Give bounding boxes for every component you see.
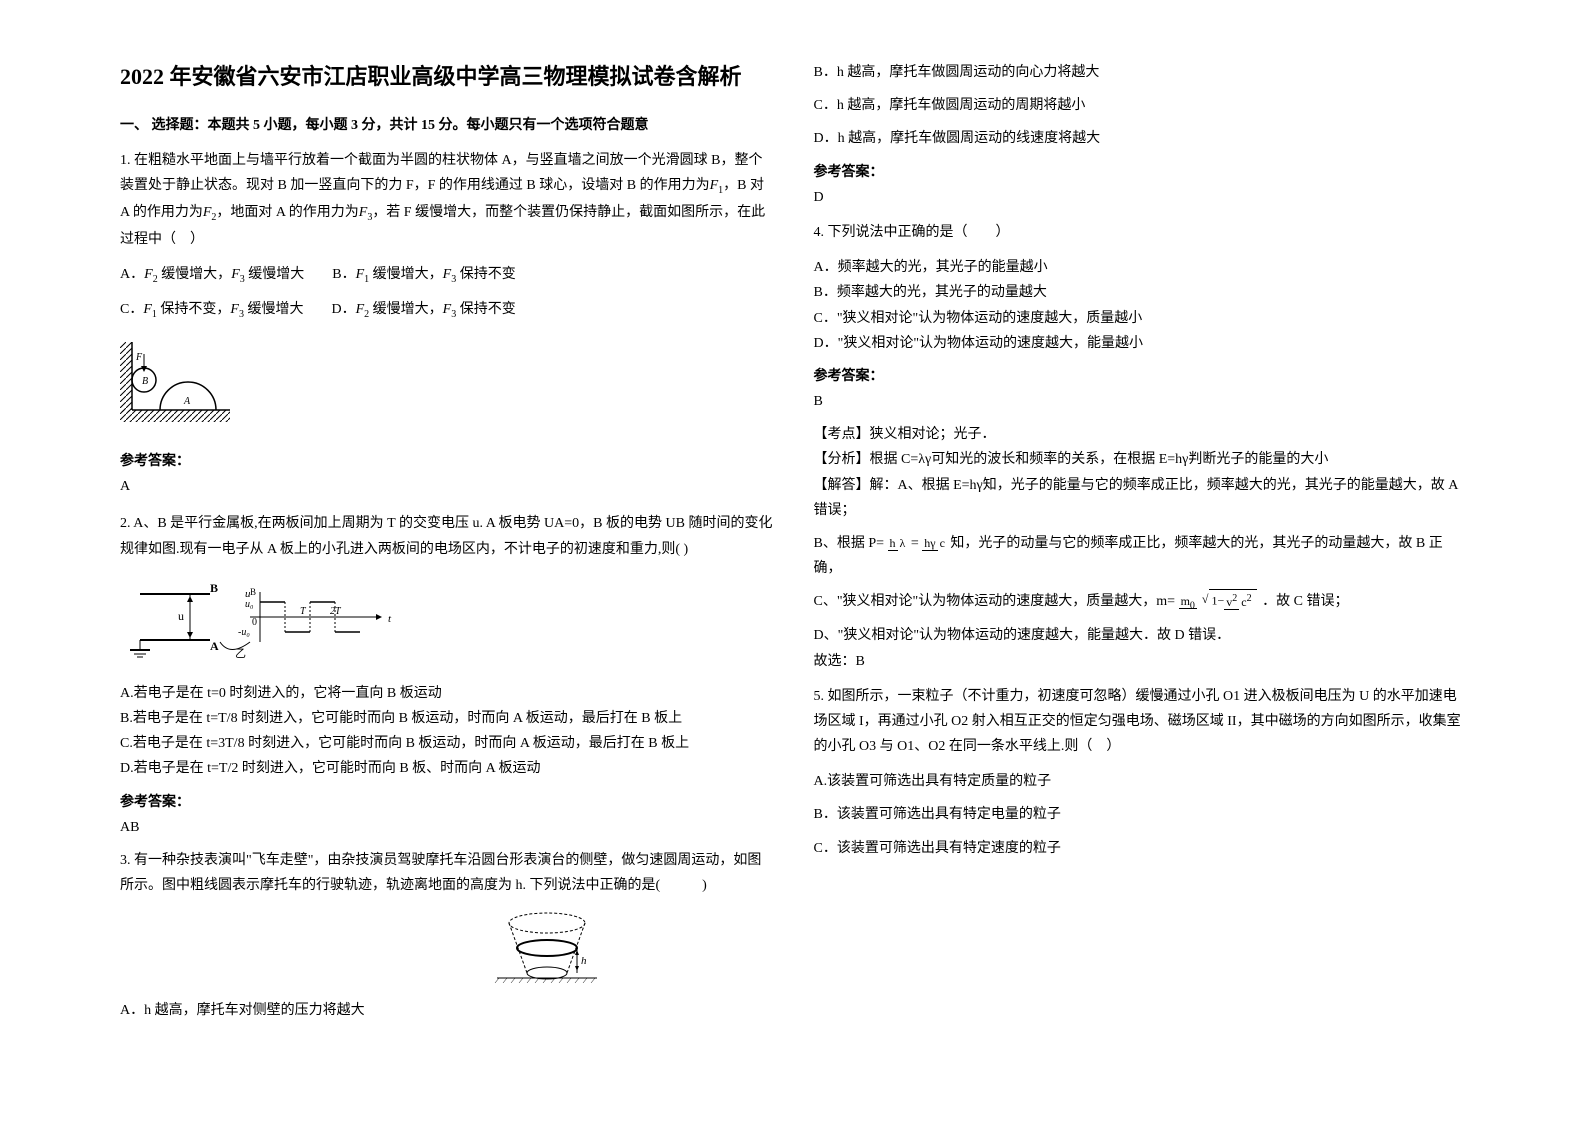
q1-text3: ，地面对 A 的作用力为	[216, 205, 358, 220]
f3-symbol: F3	[359, 205, 373, 220]
q4-optA: A．频率越大的光，其光子的能量越小	[814, 255, 1468, 280]
q3-answer: D	[814, 185, 1468, 210]
q3-diagram-wrapper: h	[320, 908, 774, 997]
right-column: B．h 越高，摩托车做圆周运动的向心力将越大 C．h 越高，摩托车做圆周运动的周…	[794, 60, 1488, 1062]
q1-option-ab: A．F2 缓慢增大，F3 缓慢增大 B．F1 缓慢增大，F3 保持不变	[120, 262, 774, 289]
q3-answer-label: 参考答案：	[814, 160, 1468, 185]
q4-fenxi: 【分析】根据 C=λγ可知光的波长和频率的关系，在根据 E=hγ判断光子的能量的…	[814, 447, 1468, 472]
q2-optA: A.若电子是在 t=0 时刻进入的，它将一直向 B 板运动	[120, 681, 774, 706]
svg-text:t: t	[388, 613, 392, 625]
q1-text: 1. 在粗糙水平地面上与墙平行放着一个截面为半圆的柱状物体 A，与竖直墙之间放一…	[120, 153, 762, 193]
q4-answer-label: 参考答案：	[814, 364, 1468, 389]
q5-optB: B．该装置可筛选出具有特定电量的粒子	[814, 802, 1468, 827]
q4-optC: C．"狭义相对论"认为物体运动的速度越大，质量越小	[814, 306, 1468, 331]
f2-symbol: F2	[203, 205, 217, 220]
q2-text: 2. A、B 是平行金属板,在两板间加上周期为 T 的交变电压 u. A 板电势…	[120, 516, 772, 556]
svg-text:A: A	[210, 639, 219, 653]
svg-text:F: F	[135, 352, 143, 363]
question-4: 4. 下列说法中正确的是（ ）	[814, 220, 1468, 245]
mass-formula: m0 √1−v2c2	[1179, 589, 1259, 615]
q1-answer: A	[120, 474, 774, 499]
q4-jieda1: 【解答】解：A、根据 E=hγ知，光子的能量与它的频率成正比，频率越大的光，其光…	[814, 473, 1468, 523]
fraction-hgamma-c: hγc	[922, 533, 947, 555]
svg-text:u₀: u₀	[245, 599, 254, 610]
q4-answer: B	[814, 389, 1468, 414]
page-title: 2022 年安徽省六安市江店职业高级中学高三物理模拟试卷含解析	[120, 60, 774, 93]
q2-optC: C.若电子是在 t=3T/8 时刻进入，它可能时而向 B 板运动，时而向 A 板…	[120, 731, 774, 756]
q3-optD: D．h 越高，摩托车做圆周运动的线速度将越大	[814, 126, 1468, 151]
question-2: 2. A、B 是平行金属板,在两板间加上周期为 T 的交变电压 u. A 板电势…	[120, 511, 774, 561]
q4-jieda3: C、"狭义相对论"认为物体运动的速度越大，质量越大，m= m0 √1−v2c2 …	[814, 589, 1468, 615]
q2-answer-label: 参考答案：	[120, 790, 774, 815]
svg-text:乙: 乙	[235, 647, 246, 660]
question-5: 5. 如图所示，一束粒子（不计重力，初速度可忽略）缓慢通过小孔 O1 进入极板间…	[814, 684, 1468, 760]
svg-text:T: T	[300, 606, 307, 617]
svg-text:B: B	[210, 582, 218, 595]
q2-optB: B.若电子是在 t=T/8 时刻进入，它可能时而向 B 板运动，时而向 A 板运…	[120, 706, 774, 731]
q1-answer-label: 参考答案：	[120, 449, 774, 474]
q2-optD: D.若电子是在 t=T/2 时刻进入，它可能时而向 B 板、时而向 A 板运动	[120, 756, 774, 781]
svg-text:B: B	[250, 587, 256, 597]
q2-answer: AB	[120, 815, 774, 840]
q4-optD: D．"狭义相对论"认为物体运动的速度越大，能量越小	[814, 331, 1468, 356]
section1-header: 一、 选择题：本题共 5 小题，每小题 3 分，共计 15 分。每小题只有一个选…	[120, 113, 774, 138]
svg-text:-u₀: -u₀	[238, 627, 250, 638]
q4-guxuan: 故选：B	[814, 649, 1468, 674]
svg-text:B: B	[142, 376, 148, 387]
q3-diagram: h	[487, 908, 607, 988]
svg-text:u: u	[178, 609, 184, 623]
svg-text:A: A	[183, 396, 191, 407]
q4-kaodian: 【考点】狭义相对论；光子．	[814, 422, 1468, 447]
left-column: 2022 年安徽省六安市江店职业高级中学高三物理模拟试卷含解析 一、 选择题：本…	[100, 60, 794, 1062]
q3-text: 3. 有一种杂技表演叫"飞车走壁"，由杂技演员驾驶摩托车沿圆台形表演台的侧壁，做…	[120, 853, 761, 893]
q4-jieda4: D、"狭义相对论"认为物体运动的速度越大，能量越大．故 D 错误．	[814, 623, 1468, 648]
q1-diagram: F B A	[120, 342, 230, 431]
q3-optA: A．h 越高，摩托车对侧壁的压力将越大	[120, 998, 774, 1023]
q5-optC: C．该装置可筛选出具有特定速度的粒子	[814, 836, 1468, 861]
svg-text:h: h	[581, 955, 587, 967]
q2-diagram: B A u u B t u₀ 0 -u₀ T	[120, 582, 400, 671]
f1-symbol: F1	[710, 178, 724, 193]
q3-optC: C．h 越高，摩托车做圆周运动的周期将越小	[814, 93, 1468, 118]
question-1: 1. 在粗糙水平地面上与墙平行放着一个截面为半圆的柱状物体 A，与竖直墙之间放一…	[120, 148, 774, 252]
q1-option-cd: C．F1 保持不变，F3 缓慢增大 D．F2 缓慢增大，F3 保持不变	[120, 297, 774, 324]
question-3: 3. 有一种杂技表演叫"飞车走壁"，由杂技演员驾驶摩托车沿圆台形表演台的侧壁，做…	[120, 848, 774, 898]
q4-optB: B．频率越大的光，其光子的动量越大	[814, 280, 1468, 305]
svg-text:2T: 2T	[330, 606, 342, 617]
q5-optA: A.该装置可筛选出具有特定质量的粒子	[814, 769, 1468, 794]
fraction-h-lambda: hλ	[888, 533, 908, 555]
svg-text:0: 0	[252, 617, 257, 628]
q4-jieda2: B、根据 P= hλ = hγc 知，光子的动量与它的频率成正比，频率越大的光，…	[814, 531, 1468, 581]
q3-optB: B．h 越高，摩托车做圆周运动的向心力将越大	[814, 60, 1468, 85]
